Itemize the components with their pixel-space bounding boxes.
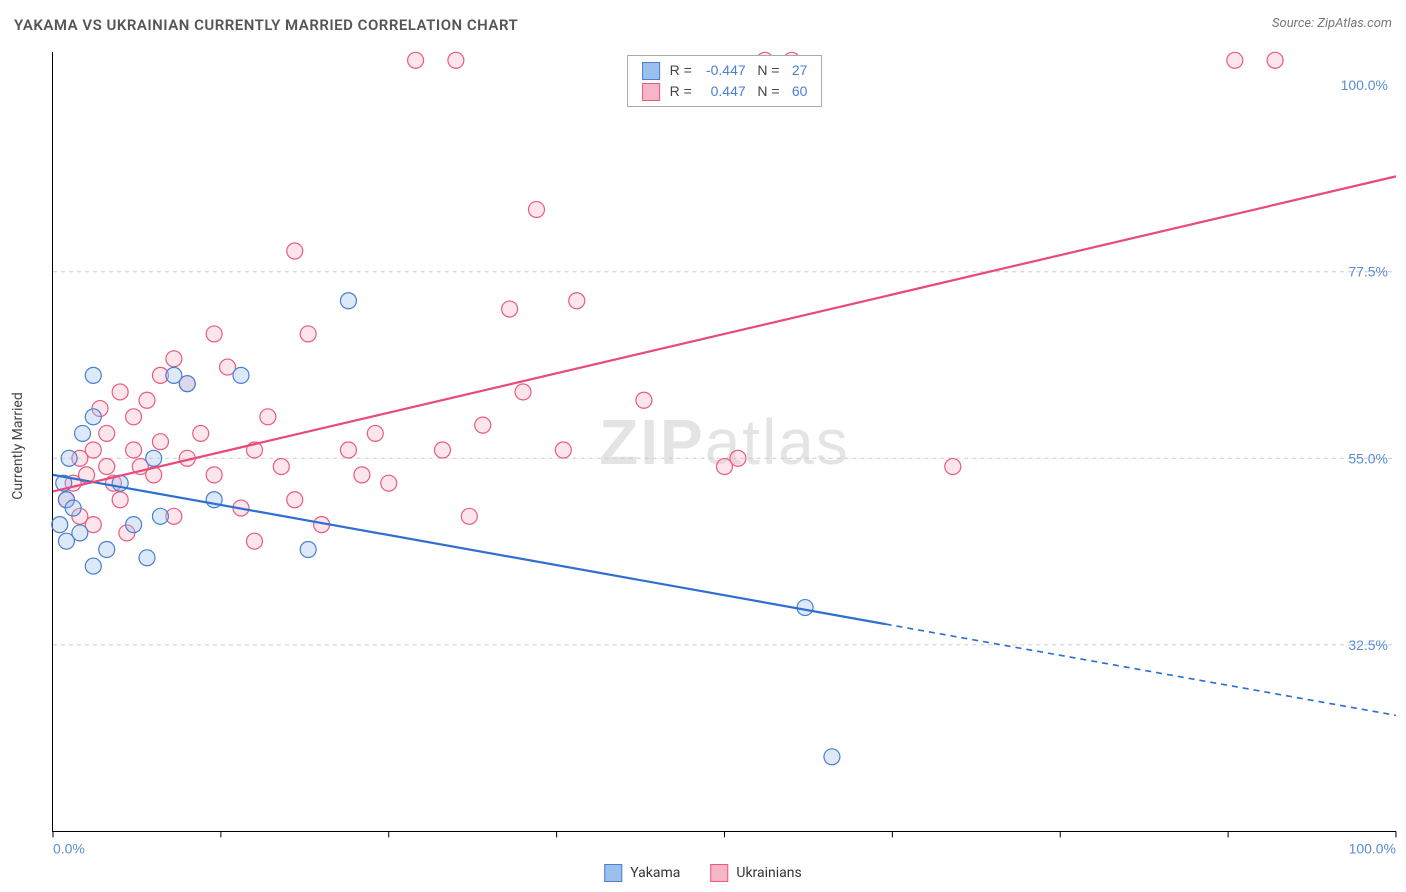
svg-text:77.5%: 77.5% (1348, 264, 1388, 280)
chart-area: ZIPatlas R = -0.447 N = 27 R = 0.447 N =… (52, 52, 1396, 832)
legend-item-ukrainians: Ukrainians (710, 864, 801, 882)
chart-title: YAKAMA VS UKRAINIAN CURRENTLY MARRIED CO… (14, 16, 518, 34)
source-attribution: Source: ZipAtlas.com (1272, 16, 1392, 31)
legend-stats-row: R = 0.447 N = 60 (642, 81, 808, 102)
svg-text:55.0%: 55.0% (1348, 450, 1388, 466)
legend-stats-row: R = -0.447 N = 27 (642, 60, 808, 81)
legend-categories: Yakama Ukrainians (604, 864, 802, 882)
stat-text: R = 0.447 N = 60 (670, 81, 808, 102)
legend-label: Ukrainians (736, 865, 801, 881)
chart-container: YAKAMA VS UKRAINIAN CURRENTLY MARRIED CO… (0, 0, 1406, 892)
swatch-ukrainians (642, 83, 660, 101)
svg-text:32.5%: 32.5% (1348, 637, 1388, 653)
legend-item-yakama: Yakama (604, 864, 680, 882)
y-axis-title: Currently Married (10, 392, 26, 499)
svg-text:100.0%: 100.0% (1349, 840, 1396, 856)
swatch-ukrainians (710, 864, 728, 882)
legend-stats: R = -0.447 N = 27 R = 0.447 N = 60 (627, 55, 823, 107)
plot-svg: 32.5%55.0%77.5%100.0%0.0%100.0% (53, 52, 1396, 831)
stat-text: R = -0.447 N = 27 (670, 60, 808, 81)
swatch-yakama (604, 864, 622, 882)
svg-text:0.0%: 0.0% (53, 840, 85, 856)
svg-text:100.0%: 100.0% (1341, 77, 1388, 93)
swatch-yakama (642, 62, 660, 80)
legend-label: Yakama (630, 865, 680, 881)
